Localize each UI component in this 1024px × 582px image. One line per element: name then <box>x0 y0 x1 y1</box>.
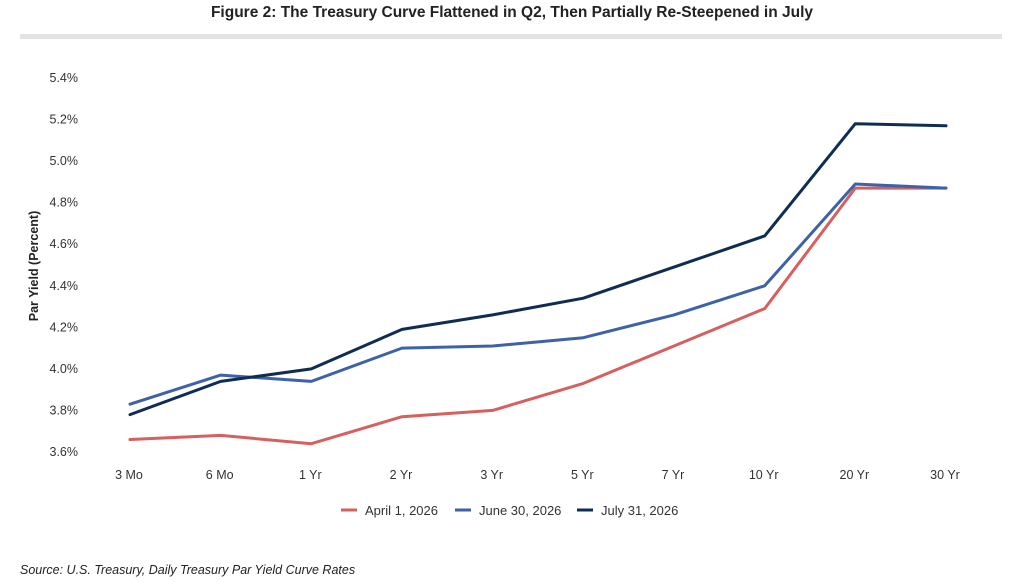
y-tick-label: 4.2% <box>50 320 79 334</box>
series-line-1 <box>128 186 948 446</box>
x-tick-label: 5 Yr <box>571 468 594 482</box>
legend-label: July 31, 2026 <box>601 503 678 518</box>
y-tick-label: 5.0% <box>50 154 79 168</box>
series-group <box>128 122 948 446</box>
chart-title: Figure 2: The Treasury Curve Flattened i… <box>210 4 814 21</box>
legend: April 1, 2026 June 30, 2026 July 31, 2026 <box>341 503 678 518</box>
x-tick-label: 10 Yr <box>749 468 779 482</box>
source-note: Source: U.S. Treasury, Daily Treasury Pa… <box>20 563 356 577</box>
series-line-3 <box>128 122 948 417</box>
y-axis: 3.6% 3.8% 4.0% 4.2% 4.4% 4.6% 4.8% 5.0% 5.2% 5.4% <box>50 71 79 459</box>
x-tick-label: 3 Yr <box>480 468 503 482</box>
series-line-2 <box>128 182 948 406</box>
x-tick-label: 30 Yr <box>930 468 960 482</box>
y-tick-label: 5.2% <box>50 113 79 127</box>
x-tick-label: 3 Mo <box>115 468 143 482</box>
line-chart: 3.6% 3.8% 4.0% 4.2% 4.4% 4.6% 4.8% 5.0% 5.2% 5.4%… <box>27 71 960 518</box>
y-tick-label: 4.8% <box>50 196 79 210</box>
x-tick-label: 20 Yr <box>840 468 870 482</box>
x-tick-label: 1 Yr <box>299 468 322 482</box>
y-tick-label: 4.0% <box>50 362 79 376</box>
x-tick-label: 7 Yr <box>662 468 685 482</box>
x-axis: 3 Mo 6 Mo 1 Yr 2 Yr 3 Yr 5 Yr 7 Yr 10 Yr 20 Yr 30… <box>115 468 960 482</box>
y-tick-label: 5.4% <box>50 71 79 85</box>
legend-label: June 30, 2026 <box>479 503 561 518</box>
y-tick-label: 4.6% <box>50 237 79 251</box>
x-tick-label: 2 Yr <box>390 468 413 482</box>
legend-label: April 1, 2026 <box>365 503 438 518</box>
y-tick-label: 3.8% <box>50 403 79 417</box>
y-tick-label: 4.4% <box>50 279 79 293</box>
title-divider <box>20 34 1002 39</box>
y-axis-title: Par Yield (Percent) <box>27 211 41 321</box>
y-tick-label: 3.6% <box>50 445 79 459</box>
x-tick-label: 6 Mo <box>206 468 234 482</box>
